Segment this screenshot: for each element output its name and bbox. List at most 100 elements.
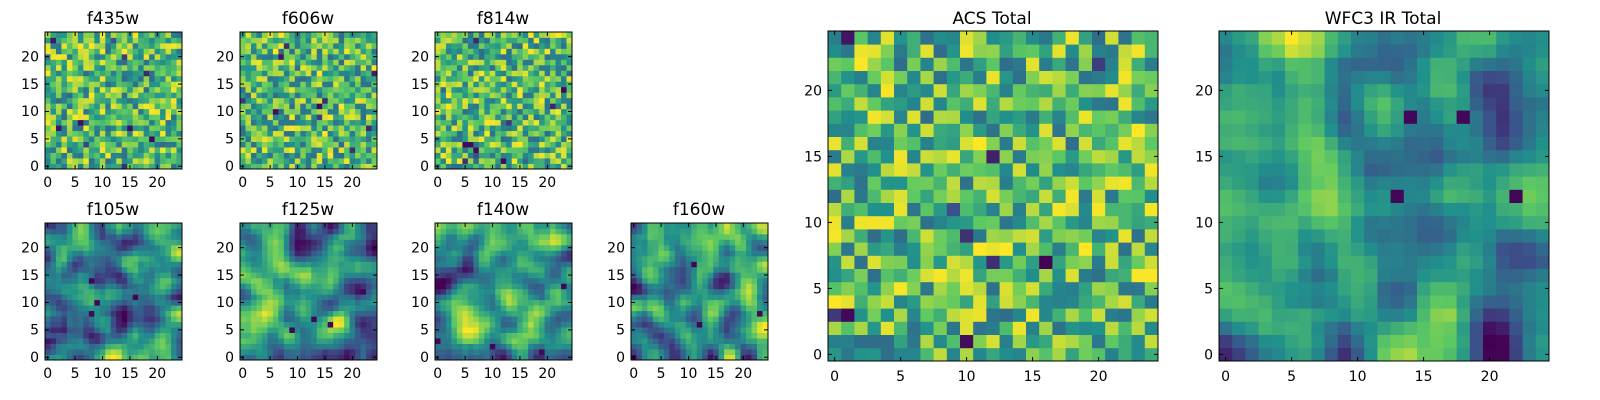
heatmap-cell	[143, 277, 150, 284]
heatmap-cell	[294, 81, 301, 88]
heatmap-cell	[105, 255, 112, 262]
heatmap-cell	[333, 299, 340, 306]
heatmap-cell	[828, 229, 842, 243]
heatmap-cell	[333, 305, 340, 312]
heatmap-cell	[489, 119, 496, 126]
heatmap-cell	[456, 294, 463, 301]
y-tick-label: 0	[616, 350, 625, 366]
x-tick-label: 20	[148, 366, 166, 382]
heatmap-cell	[920, 321, 934, 335]
heatmap-cell	[355, 108, 361, 115]
heatmap-cell	[132, 277, 139, 284]
heatmap-cell	[305, 92, 312, 99]
heatmap-cell	[289, 239, 296, 246]
heatmap-cell	[456, 114, 463, 121]
heatmap-cell	[517, 316, 524, 323]
heatmap-cell	[658, 250, 665, 257]
heatmap-cell	[663, 266, 670, 273]
heatmap-cell	[77, 277, 84, 284]
heatmap-cell	[511, 305, 518, 312]
heatmap-cell	[105, 103, 112, 110]
heatmap-cell	[489, 244, 496, 251]
heatmap-cell	[360, 125, 367, 132]
heatmap-cell	[561, 141, 567, 148]
heatmap-cell	[528, 233, 535, 240]
heatmap-cell	[99, 141, 106, 148]
heatmap-cell	[631, 266, 637, 273]
heatmap-cell	[462, 277, 469, 284]
heatmap-cell	[327, 81, 334, 88]
heatmap-cell	[555, 37, 562, 44]
heatmap-cell	[83, 141, 90, 148]
heatmap-cell	[311, 97, 318, 104]
heatmap-cell	[1052, 281, 1066, 296]
heatmap-cell	[143, 283, 150, 290]
heatmap-cell	[327, 266, 334, 273]
heatmap-cell	[718, 299, 725, 306]
heatmap-cell	[973, 347, 987, 362]
heatmap-cell	[305, 37, 312, 44]
heatmap-cell	[506, 86, 513, 93]
heatmap-cell	[511, 250, 518, 257]
heatmap-cell	[1078, 321, 1093, 335]
heatmap-cell	[338, 97, 345, 104]
heatmap-cell	[305, 136, 312, 142]
heatmap-cell	[66, 92, 73, 99]
heatmap-cell	[652, 277, 659, 284]
heatmap-cell	[99, 108, 106, 115]
heatmap-cell	[707, 321, 714, 328]
heatmap-cell	[278, 130, 285, 137]
heatmap-cell	[50, 86, 57, 93]
heatmap-cell	[283, 250, 290, 257]
heatmap-cell	[467, 310, 474, 317]
heatmap-cell	[333, 70, 340, 77]
heatmap-cell	[517, 349, 524, 355]
heatmap-cell	[506, 261, 513, 268]
heatmap-cell	[45, 125, 51, 132]
heatmap-cell	[127, 233, 134, 240]
heatmap-cell	[355, 64, 361, 71]
heatmap-cell	[511, 119, 518, 126]
heatmap-cell	[366, 141, 372, 148]
heatmap-cell	[272, 64, 279, 71]
heatmap-cell	[440, 261, 447, 268]
heatmap-cell	[707, 266, 714, 273]
heatmap-cell	[110, 321, 117, 328]
heatmap-cell	[473, 42, 480, 49]
heatmap-cell	[550, 37, 556, 44]
heatmap-cell	[473, 141, 480, 148]
heatmap-cell	[132, 332, 139, 339]
heatmap-cell	[456, 59, 463, 66]
heatmap-cell	[696, 283, 703, 290]
heatmap-cell	[250, 261, 257, 268]
heatmap-cell	[278, 114, 285, 121]
heatmap-cell	[94, 163, 101, 170]
heatmap-cell	[289, 75, 296, 82]
heatmap-cell	[500, 147, 507, 153]
heatmap-cell	[550, 354, 556, 361]
heatmap-cell	[338, 321, 345, 328]
heatmap-cell	[272, 321, 279, 328]
heatmap-cell	[517, 119, 524, 126]
heatmap-cell	[138, 321, 145, 328]
heatmap-cell	[160, 277, 166, 284]
heatmap-cell	[256, 338, 263, 344]
heatmap-cell	[495, 349, 502, 355]
heatmap-cell	[478, 354, 485, 361]
heatmap-cell	[484, 86, 491, 93]
heatmap-cell	[61, 332, 68, 339]
heatmap-cell	[278, 239, 285, 246]
heatmap-cell	[473, 305, 480, 312]
heatmap-cell	[171, 244, 177, 251]
heatmap-cell	[539, 125, 545, 132]
heatmap-cell	[500, 223, 507, 229]
heatmap-cell	[294, 338, 301, 344]
heatmap-cell	[94, 332, 101, 339]
heatmap-cell	[261, 250, 268, 257]
heatmap-cell	[669, 250, 676, 257]
heatmap-cell	[305, 299, 312, 306]
heatmap-cell	[127, 321, 134, 328]
heatmap-cell	[305, 343, 312, 350]
heatmap-cell	[94, 130, 101, 137]
heatmap-cell	[528, 288, 535, 295]
